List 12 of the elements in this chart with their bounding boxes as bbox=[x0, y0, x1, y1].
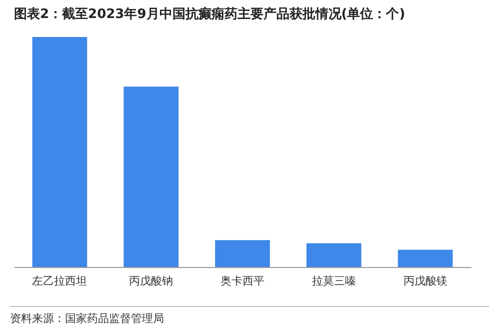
x-tick-label: 丙戊酸钠 bbox=[129, 274, 174, 288]
x-tick-label: 左乙拉西坦 bbox=[32, 274, 88, 288]
bar bbox=[124, 86, 179, 267]
bar bbox=[398, 250, 453, 267]
x-tick-label: 奥卡西平 bbox=[220, 274, 264, 288]
text: 资料来源：国家药品监督管理局 bbox=[10, 311, 165, 326]
bar bbox=[306, 243, 362, 267]
bar bbox=[32, 37, 88, 267]
x-tick-label: 拉莫三嗪 bbox=[312, 274, 356, 288]
bar bbox=[215, 240, 270, 267]
chart-title: 图表2：截至2023年9月中国抗癫痫药主要产品获批情况(单位：个) bbox=[14, 6, 406, 22]
x-tick-label: 丙戊酸镁 bbox=[403, 274, 448, 288]
